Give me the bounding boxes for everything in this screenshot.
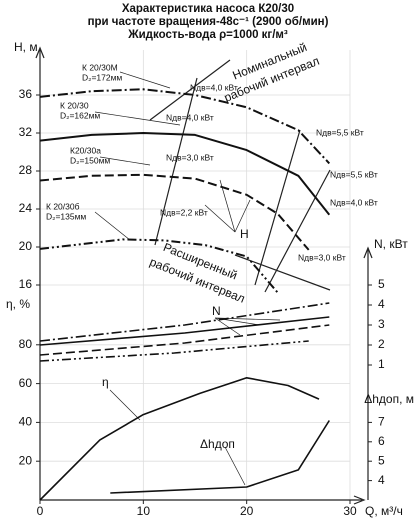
axis-label: N, кВт xyxy=(374,237,408,251)
chart-subtitle: при частоте вращения-48с⁻¹ (2900 об/мин) xyxy=(88,16,329,28)
interval-lines xyxy=(94,59,331,486)
interval-boundary xyxy=(149,59,331,293)
curve xyxy=(39,302,330,342)
x-tick-label: 20 xyxy=(240,504,254,518)
grid xyxy=(39,50,351,500)
curve xyxy=(39,340,309,362)
y-tick-label: 2 xyxy=(378,337,385,351)
y-tick-label: 1 xyxy=(378,357,385,371)
y-tick-label: 20 xyxy=(19,239,33,253)
annotation: D₂=172мм xyxy=(82,72,122,82)
annotation: D₂=162мм xyxy=(60,110,100,120)
annotation: H xyxy=(240,227,249,241)
axes xyxy=(35,46,373,505)
annotation: Δhдоп xyxy=(200,437,235,451)
annotation: Nдв=4,0 кВт xyxy=(190,82,238,92)
y-tick-label: 36 xyxy=(19,87,33,101)
y-tick-label: 20 xyxy=(19,453,33,467)
annotation: К 20/30б xyxy=(46,201,80,211)
chart-subtitle: Жидкость-вода ρ=1000 кг/м³ xyxy=(127,29,288,41)
annotation: Nдв=4,0 кВт xyxy=(166,112,214,122)
annotation: Nдв=2,2 кВт xyxy=(160,207,208,217)
x-tick-label: 30 xyxy=(343,504,357,518)
x-tick-label: 0 xyxy=(37,504,44,518)
annotation: Nдв=4,0 кВт xyxy=(330,197,378,207)
annotation: D₂=135мм xyxy=(46,211,86,221)
chart-title: Характеристика насоса К20/30 xyxy=(122,3,294,15)
y-tick-label: 24 xyxy=(19,201,33,215)
annotation: D₂=150мм xyxy=(70,155,110,165)
y-tick-label: 80 xyxy=(19,337,33,351)
curve xyxy=(110,420,330,494)
arrow xyxy=(353,495,366,505)
curve xyxy=(39,88,331,165)
leader-line xyxy=(94,71,281,486)
y-tick-label: 5 xyxy=(378,453,385,467)
annotation: Nдв=5,5 кВт xyxy=(316,127,364,137)
annotation: η xyxy=(102,375,109,389)
y-tick-label: 6 xyxy=(378,434,385,448)
y-tick-label: 3 xyxy=(378,317,385,331)
annotation: N xyxy=(212,304,221,318)
y-tick-label: 32 xyxy=(19,125,33,139)
annotation: К 20/30 xyxy=(60,100,89,110)
annotation: К 20/30М xyxy=(82,62,118,72)
y-tick-label: 60 xyxy=(19,376,33,390)
y-tick-label: 5 xyxy=(378,277,385,291)
arrow xyxy=(35,46,45,59)
y-tick-label: 4 xyxy=(378,473,385,487)
annotation: Nдв=3,0 кВт xyxy=(166,152,214,162)
annotation: К20/30а xyxy=(70,145,101,155)
x-axis-label: Q, м³/ч xyxy=(365,504,403,518)
axis-label: Δhдоп, м xyxy=(364,392,414,406)
annotation: Nдв=5,5 кВт xyxy=(330,169,378,179)
curve xyxy=(39,324,330,356)
axis-label: H, м xyxy=(14,40,38,54)
x-tick-label: 10 xyxy=(137,504,151,518)
y-tick-label: 40 xyxy=(19,415,33,429)
y-tick-label: 16 xyxy=(19,277,33,291)
y-tick-label: 28 xyxy=(19,163,33,177)
curve xyxy=(39,376,320,501)
arrow xyxy=(363,246,373,259)
annotation: Nдв=3,0 кВт xyxy=(298,252,346,262)
y-tick-label: 4 xyxy=(378,297,385,311)
axis-label: η, % xyxy=(6,297,30,311)
curve xyxy=(39,132,331,216)
curve xyxy=(39,316,330,346)
y-tick-label: 7 xyxy=(378,415,385,429)
